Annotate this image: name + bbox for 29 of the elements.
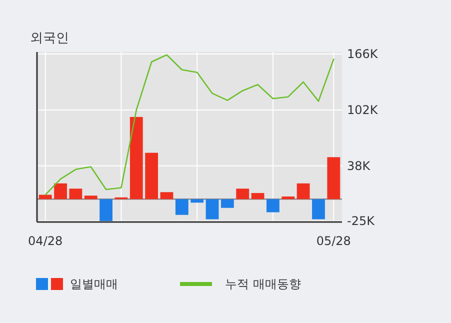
bar bbox=[236, 188, 250, 200]
chart-title: 외국인 bbox=[30, 31, 69, 46]
legend-label: 누적 매매동향 bbox=[225, 277, 301, 291]
bar bbox=[69, 188, 82, 200]
bar bbox=[54, 183, 67, 200]
bar bbox=[38, 194, 52, 200]
x-tick-label: 04/28 bbox=[28, 234, 63, 248]
bar bbox=[175, 199, 188, 215]
x-tick-label: 05/28 bbox=[316, 234, 351, 248]
bar bbox=[266, 199, 280, 212]
bar bbox=[296, 183, 310, 200]
bar bbox=[251, 193, 264, 200]
bar bbox=[100, 199, 112, 221]
bar bbox=[84, 196, 98, 200]
bar bbox=[206, 199, 219, 220]
bar bbox=[160, 192, 174, 200]
bar bbox=[282, 196, 295, 200]
bar bbox=[312, 199, 325, 220]
line-series bbox=[44, 54, 334, 196]
bar bbox=[130, 116, 143, 200]
bar bbox=[190, 199, 204, 203]
legend-label: 일별매매 bbox=[70, 277, 118, 291]
bar bbox=[220, 199, 234, 208]
y-tick-label: -25K bbox=[347, 214, 376, 228]
y-tick-label: 102K bbox=[347, 103, 379, 118]
y-tick-label: 166K bbox=[347, 47, 379, 62]
bar bbox=[145, 152, 158, 200]
bar bbox=[327, 157, 340, 200]
y-tick-label: 38K bbox=[347, 159, 372, 174]
